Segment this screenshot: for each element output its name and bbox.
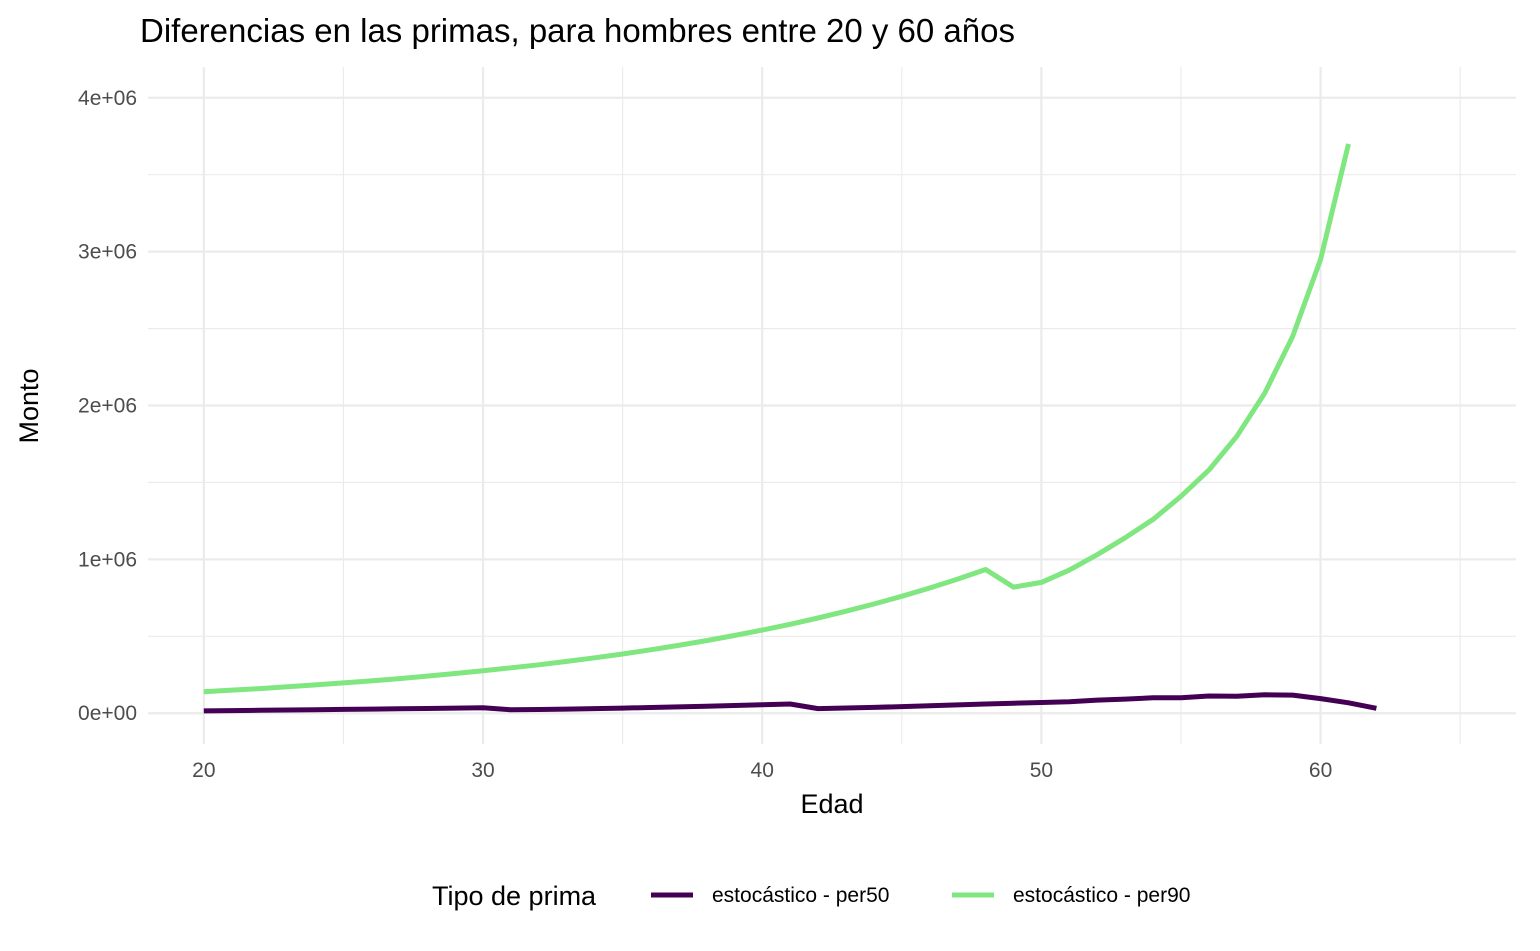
x-axis-title: Edad [800,789,863,819]
legend-label-per90: estocástico - per90 [1013,884,1190,907]
x-tick-label: 40 [751,759,774,782]
x-axis-tick-labels: 20 30 40 50 60 [192,759,1332,782]
y-tick-label: 2e+06 [78,395,137,418]
series-line-per50 [203,692,1377,714]
x-tick-label: 30 [471,759,494,782]
legend: Tipo de prima estocástico - per50 estocá… [432,881,1190,911]
legend-label-per50: estocástico - per50 [712,884,889,907]
x-tick-label: 20 [192,759,215,782]
x-tick-label: 60 [1309,759,1332,782]
y-tick-label: 4e+06 [78,87,137,110]
series-lines [203,143,1377,714]
x-tick-label: 50 [1030,759,1053,782]
series-line-per90 [203,143,1351,695]
y-tick-label: 3e+06 [78,241,137,264]
y-tick-label: 1e+06 [78,548,137,571]
y-axis-tick-labels: 0e+00 1e+06 2e+06 3e+06 4e+06 [78,87,137,725]
y-tick-label: 0e+00 [78,702,137,725]
legend-title: Tipo de prima [432,881,597,911]
grid [148,67,1516,744]
y-axis-title: Monto [14,368,44,443]
chart-title: Diferencias en las primas, para hombres … [140,12,1015,49]
